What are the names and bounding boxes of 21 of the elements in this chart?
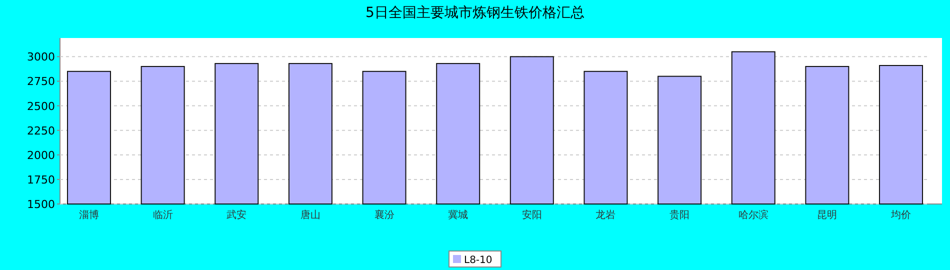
x-tick-label: 淄博	[79, 209, 99, 221]
x-tick-label: 冀城	[448, 209, 468, 221]
legend: L8-10	[448, 250, 502, 268]
chart-title: 5日全国主要城市炼钢生铁价格汇总	[366, 5, 584, 21]
y-tick-label: 2000	[27, 148, 55, 162]
x-tick-label: 贵阳	[670, 209, 690, 221]
x-tick-label: 临沂	[152, 209, 173, 221]
x-tick-label: 安阳	[522, 209, 542, 221]
x-tick-label: 龙岩	[596, 209, 616, 221]
x-tick-label: 均价	[890, 209, 911, 221]
y-tick-label: 2750	[27, 75, 55, 88]
y-tick-label: 3000	[27, 50, 55, 64]
x-tick-label: 襄汾	[374, 209, 394, 221]
x-tick-label: 昆明	[817, 210, 838, 221]
x-tick-label: 武安	[226, 209, 247, 221]
y-tick-label: 1750	[27, 173, 55, 186]
x-tick-label: 唐山	[300, 209, 320, 221]
y-tick-label: 2500	[27, 100, 55, 113]
x-tick-label: 哈尔滨	[738, 209, 768, 221]
y-tick-label: 2250	[27, 124, 55, 138]
y-tick-label: 1500	[27, 198, 55, 211]
